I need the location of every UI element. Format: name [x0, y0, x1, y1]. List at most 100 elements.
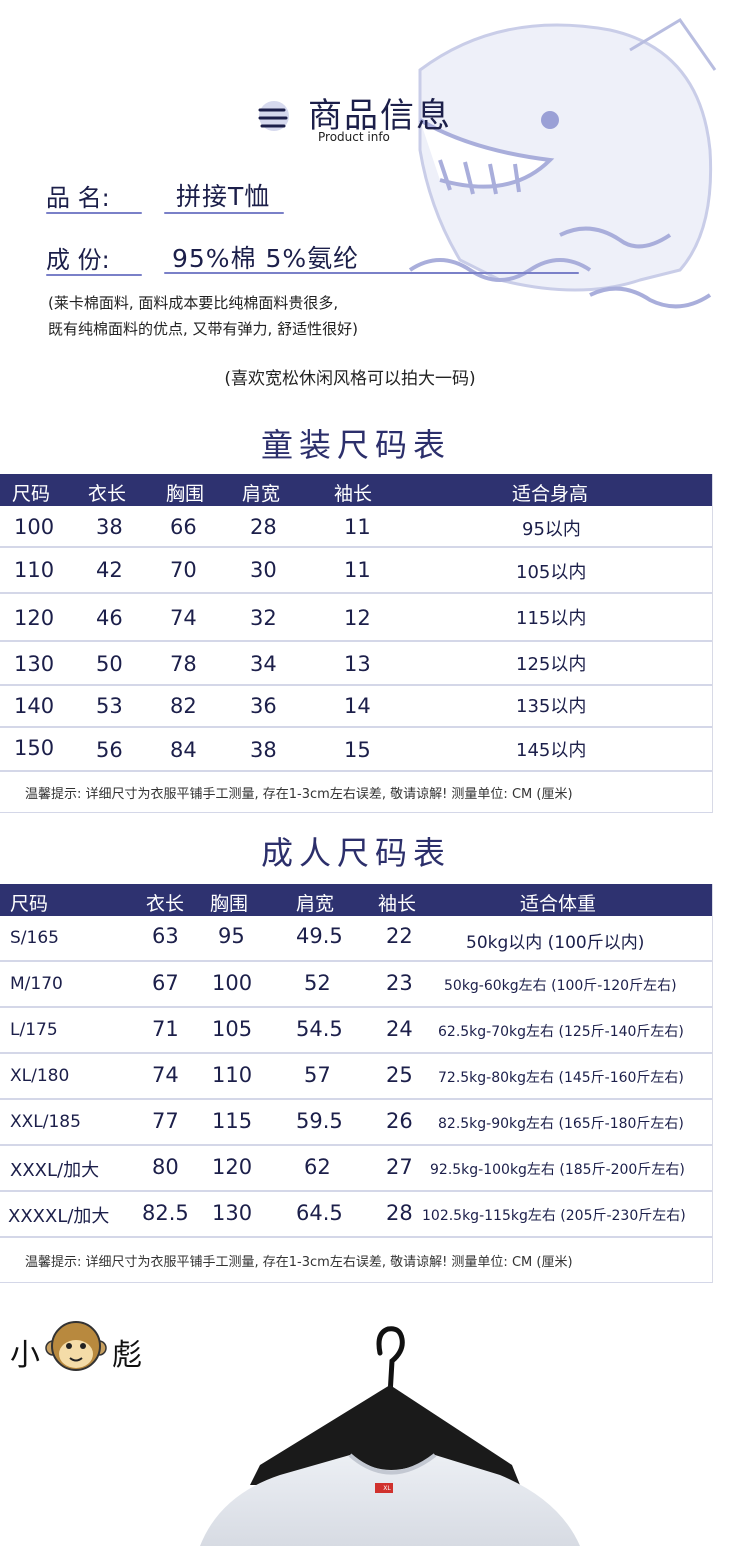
- cell-size: XL/180: [10, 1066, 70, 1086]
- cell-chest: 82: [170, 694, 197, 718]
- cell-shoulder: 64.5: [296, 1201, 343, 1225]
- cell-height: 95以内: [522, 519, 581, 540]
- cell-weight: 92.5kg-100kg左右 (185斤-200斤左右): [430, 1162, 685, 1178]
- cell-shoulder: 52: [304, 971, 331, 995]
- material-note-line1: (莱卡棉面料, 面料成本要比纯棉面料贵很多,: [48, 294, 339, 312]
- cell-shoulder: 38: [250, 738, 277, 762]
- cell-shoulder: 62: [304, 1155, 331, 1179]
- adult-table-header: 尺码 衣长 胸围 肩宽 袖长 适合体重: [0, 884, 712, 916]
- cell-sleeve: 23: [386, 971, 413, 995]
- size-tip: (喜欢宽松休闲风格可以拍大一码): [224, 369, 476, 389]
- cell-length: 38: [96, 515, 123, 539]
- cell-chest: 78: [170, 652, 197, 676]
- material-value: 95%棉 5%氨纶: [172, 244, 360, 273]
- kids-table-tip: 温馨提示: 详细尺寸为衣服平铺手工测量, 存在1-3cm左右误差, 敬请谅解! …: [0, 772, 712, 813]
- cell-size: 130: [14, 652, 55, 676]
- table-row: 140 53 82 36 14 135以内: [0, 686, 712, 728]
- name-value-underline: [164, 212, 284, 214]
- table-row: XL/180 74 110 57 25 72.5kg-80kg左右 (145斤-…: [0, 1054, 712, 1100]
- size-tag: XL: [383, 1485, 391, 1492]
- page-subtitle: Product info: [318, 130, 390, 144]
- cell-chest: 84: [170, 738, 197, 762]
- cell-length: 82.5: [142, 1201, 189, 1225]
- material-value-underline: [164, 272, 579, 274]
- cell-size: 120: [14, 606, 55, 630]
- table-row: L/175 71 105 54.5 24 62.5kg-70kg左右 (125斤…: [0, 1008, 712, 1054]
- adult-header-size: 尺码: [10, 893, 49, 915]
- cell-sleeve: 12: [344, 606, 371, 630]
- cell-shoulder: 57: [304, 1063, 331, 1087]
- cell-weight: 102.5kg-115kg左右 (205斤-230斤左右): [422, 1208, 686, 1224]
- cell-shoulder: 32: [250, 606, 277, 630]
- cell-sleeve: 11: [344, 558, 371, 582]
- adult-table-title: 成人尺码表: [260, 834, 451, 872]
- page-title: 商品信息: [308, 96, 452, 136]
- cell-chest: 66: [170, 515, 197, 539]
- cell-shoulder: 28: [250, 515, 277, 539]
- cell-chest: 100: [212, 971, 253, 995]
- table-row: S/165 63 95 49.5 22 50kg以内 (100斤以内): [0, 916, 712, 962]
- table-row: 150 56 84 38 15 145以内: [0, 728, 712, 772]
- table-row: XXXL/加大 80 120 62 27 92.5kg-100kg左右 (185…: [0, 1146, 712, 1192]
- cell-sleeve: 13: [344, 652, 371, 676]
- adult-table-tip: 温馨提示: 详细尺寸为衣服平铺手工测量, 存在1-3cm左右误差, 敬请谅解! …: [0, 1238, 712, 1283]
- table-row: 110 42 70 30 11 105以内: [0, 548, 712, 594]
- table-row: M/170 67 100 52 23 50kg-60kg左右 (100斤-120…: [0, 962, 712, 1008]
- cell-sleeve: 25: [386, 1063, 413, 1087]
- cell-length: 53: [96, 694, 123, 718]
- cell-size: XXXXL/加大: [8, 1206, 110, 1227]
- material-label: 成 份:: [46, 246, 110, 274]
- cell-weight: 50kg-60kg左右 (100斤-120斤左右): [444, 978, 677, 994]
- table-row: 100 38 66 28 11 95以内: [0, 506, 712, 548]
- kids-header-height: 适合身高: [512, 483, 589, 505]
- kids-table-title: 童装尺码表: [260, 426, 451, 464]
- adult-header-chest: 胸围: [210, 893, 249, 915]
- adult-header-weight: 适合体重: [520, 893, 597, 915]
- cell-chest: 70: [170, 558, 197, 582]
- cell-chest: 130: [212, 1201, 253, 1225]
- cell-chest: 74: [170, 606, 197, 630]
- cell-chest: 120: [212, 1155, 253, 1179]
- cell-size: 150: [14, 736, 55, 760]
- kids-header-chest: 胸围: [166, 483, 205, 505]
- cell-shoulder: 36: [250, 694, 277, 718]
- name-label: 品 名:: [46, 184, 110, 212]
- cell-size: XXXL/加大: [10, 1160, 100, 1181]
- kids-table-header: 尺码 衣长 胸围 肩宽 袖长 适合身高: [0, 474, 712, 506]
- cell-length: 80: [152, 1155, 179, 1179]
- material-note-line2: 既有纯棉面料的优点, 又带有弹力, 舒适性很好): [48, 320, 358, 338]
- cell-size: L/175: [10, 1020, 58, 1040]
- kids-header-size: 尺码: [12, 483, 51, 505]
- table-row: XXXXL/加大 82.5 130 64.5 28 102.5kg-115kg左…: [0, 1192, 712, 1238]
- title-circle-icon: [258, 101, 289, 131]
- cell-sleeve: 27: [386, 1155, 413, 1179]
- name-value: 拼接T恤: [176, 182, 271, 211]
- cell-chest: 105: [212, 1017, 253, 1041]
- adult-header-length: 衣长: [146, 893, 185, 915]
- hanger-icon: [200, 1326, 580, 1546]
- cell-weight: 62.5kg-70kg左右 (125斤-140斤左右): [438, 1024, 684, 1040]
- kids-header-shoulder: 肩宽: [242, 483, 281, 505]
- cell-shoulder: 54.5: [296, 1017, 343, 1041]
- cell-height: 145以内: [516, 740, 587, 761]
- cell-sleeve: 11: [344, 515, 371, 539]
- table-row: 130 50 78 34 13 125以内: [0, 642, 712, 686]
- cell-weight: 82.5kg-90kg左右 (165斤-180斤左右): [438, 1116, 684, 1132]
- cell-weight: 72.5kg-80kg左右 (145斤-160斤左右): [438, 1070, 684, 1086]
- material-label-underline: [46, 274, 142, 276]
- cell-length: 71: [152, 1017, 179, 1041]
- cell-size: 140: [14, 694, 55, 718]
- table-row: XXL/185 77 115 59.5 26 82.5kg-90kg左右 (16…: [0, 1100, 712, 1146]
- monkey-logo-icon: [45, 1321, 107, 1371]
- cell-sleeve: 28: [386, 1201, 413, 1225]
- cell-shoulder: 30: [250, 558, 277, 582]
- cell-sleeve: 24: [386, 1017, 413, 1041]
- cell-length: 46: [96, 606, 123, 630]
- name-label-underline: [46, 212, 142, 214]
- cell-length: 77: [152, 1109, 179, 1133]
- cell-shoulder: 34: [250, 652, 277, 676]
- cell-sleeve: 26: [386, 1109, 413, 1133]
- kids-header-sleeve: 袖长: [334, 483, 373, 505]
- kids-header-length: 衣长: [88, 483, 127, 505]
- brand-char-1: 小: [10, 1338, 40, 1373]
